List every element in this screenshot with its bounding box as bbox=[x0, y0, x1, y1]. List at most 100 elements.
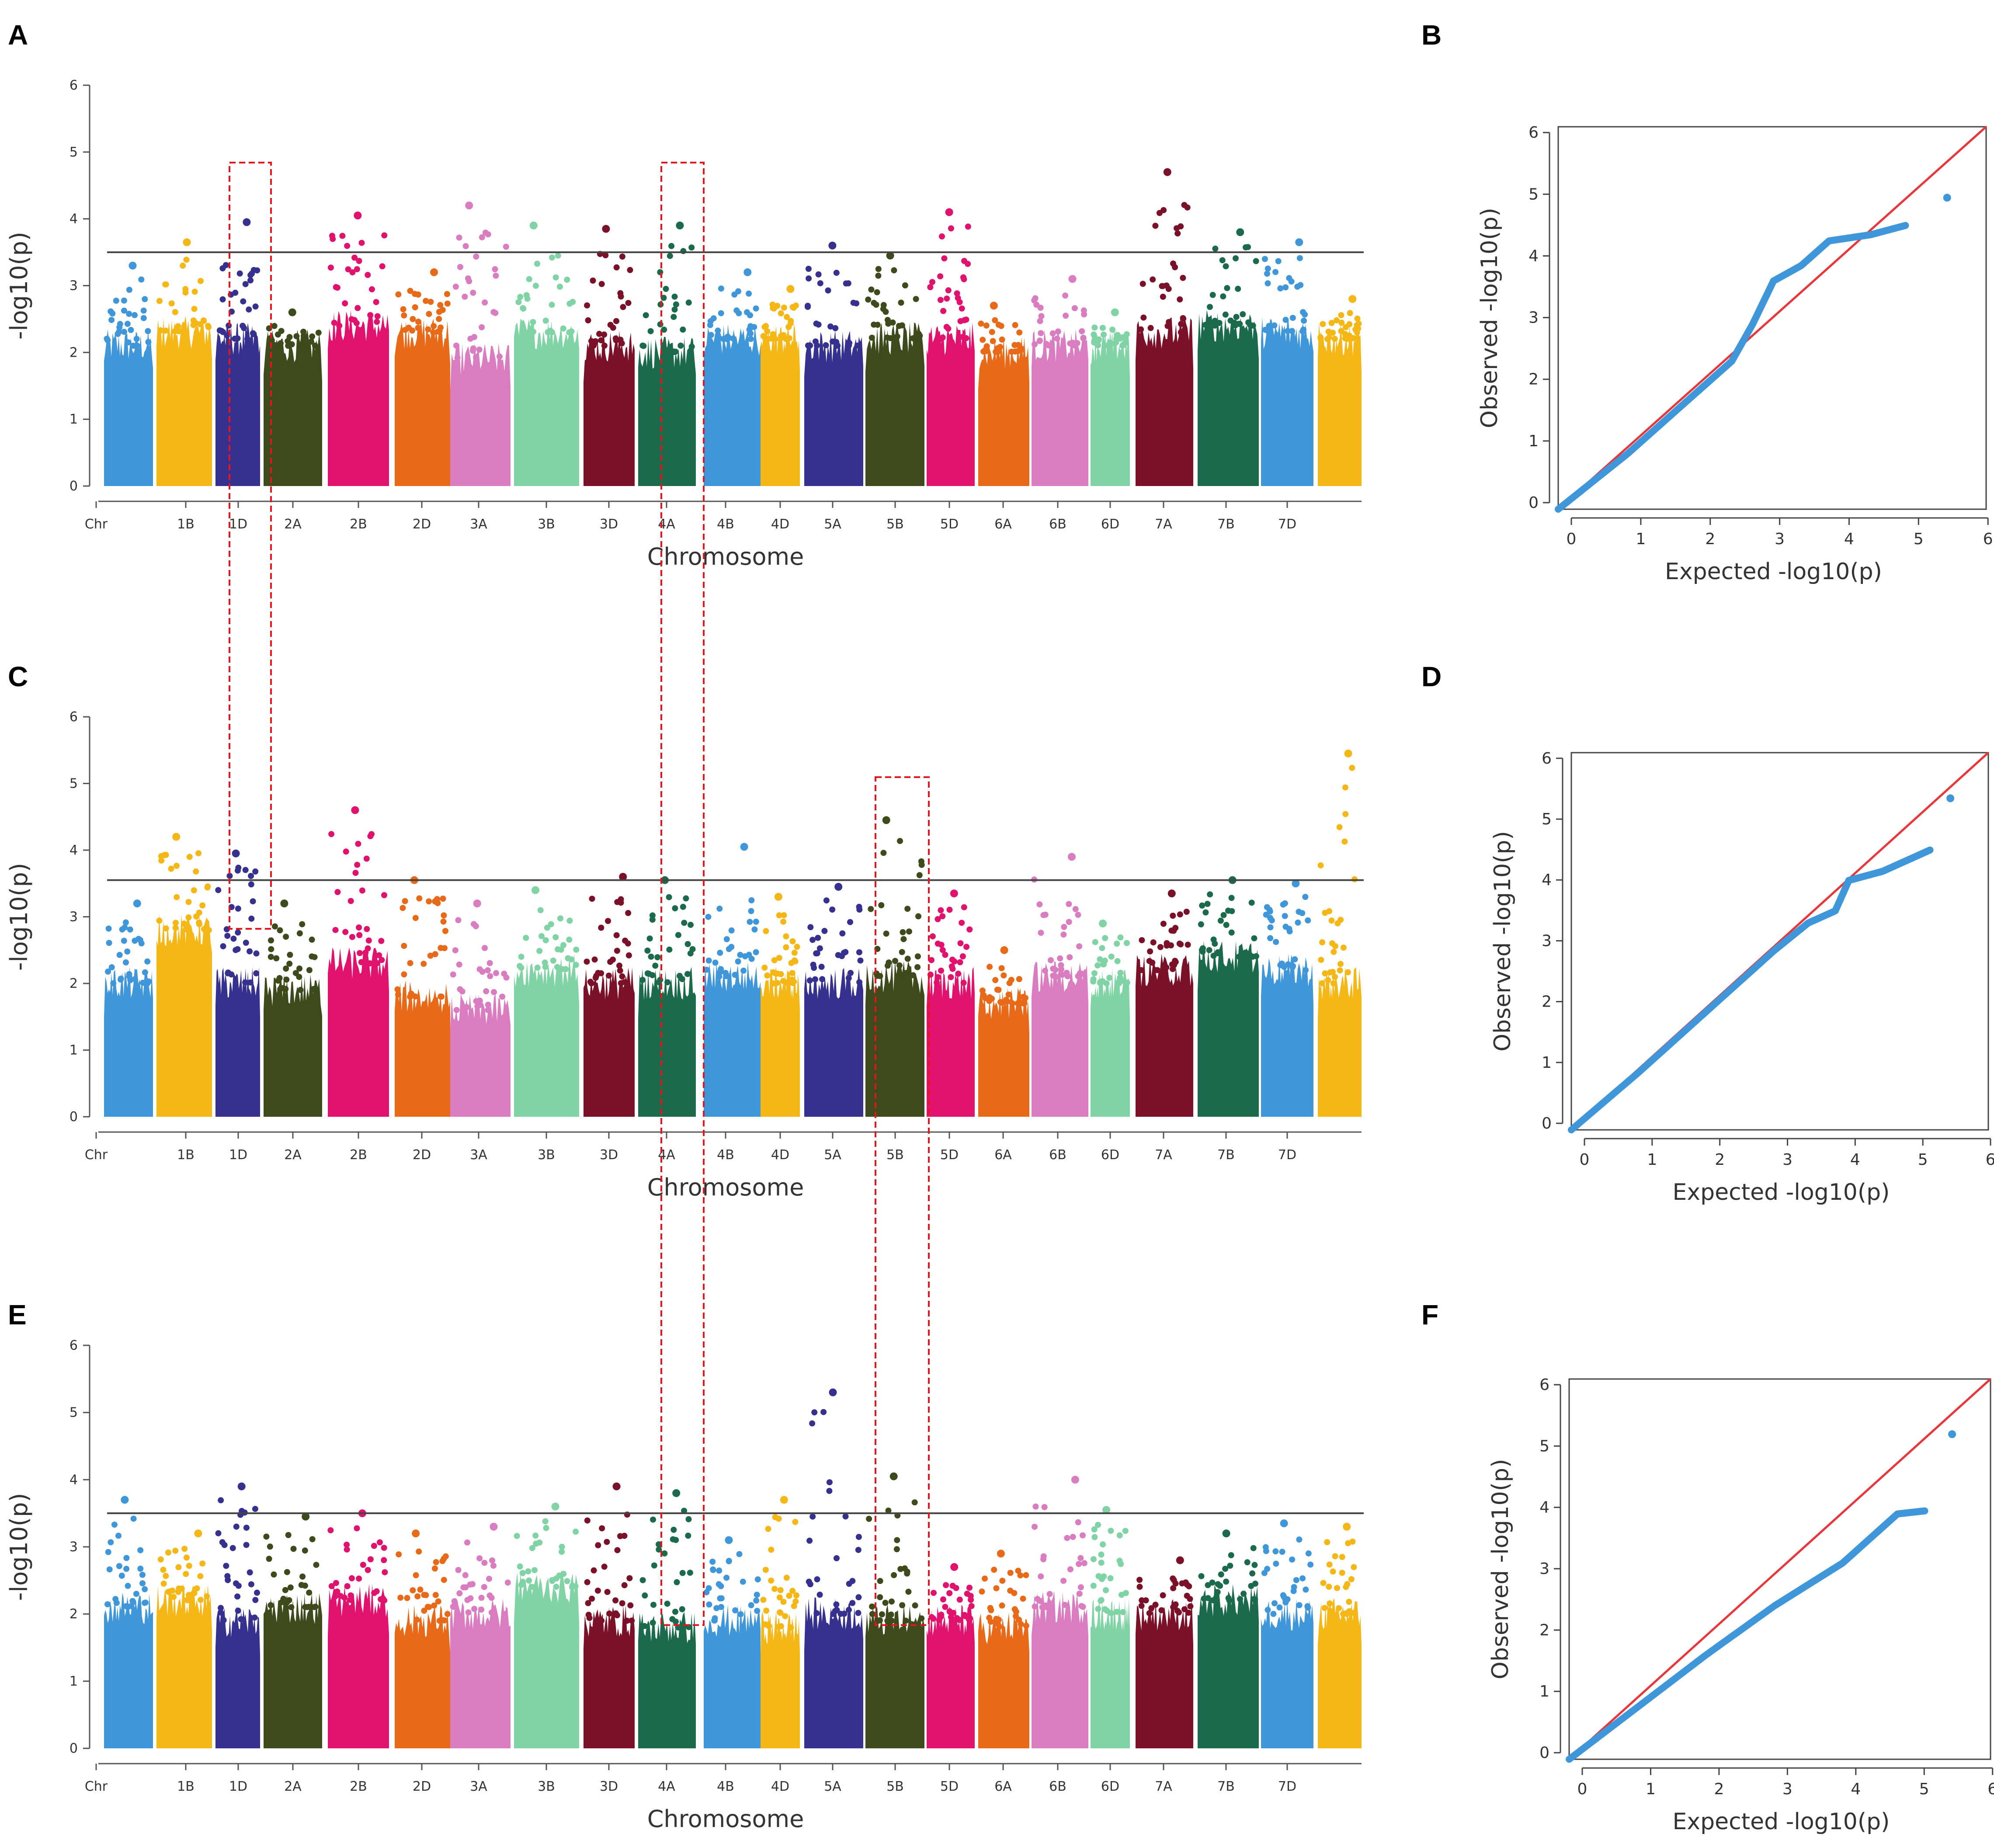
snp-point bbox=[1120, 341, 1127, 347]
snp-point bbox=[557, 283, 563, 290]
snp-point bbox=[1103, 1587, 1109, 1594]
snp-point bbox=[272, 923, 278, 930]
snp-point bbox=[558, 946, 564, 953]
snp-point bbox=[748, 908, 754, 914]
snp-point bbox=[130, 1515, 137, 1522]
snp-point bbox=[248, 1581, 254, 1587]
qq-points bbox=[1566, 1430, 1956, 1763]
snp-point bbox=[378, 938, 385, 944]
snp-point bbox=[404, 1595, 410, 1601]
snp-point bbox=[142, 1586, 148, 1592]
snp-point bbox=[723, 1574, 730, 1581]
snp-point bbox=[1099, 945, 1105, 952]
snp-point bbox=[813, 1610, 820, 1616]
snp-point bbox=[1276, 1604, 1283, 1611]
snp-point bbox=[356, 932, 363, 938]
top-snp-point bbox=[237, 1482, 246, 1490]
top-snp-point bbox=[1222, 1529, 1230, 1538]
snp-point bbox=[440, 918, 447, 925]
snp-point bbox=[1022, 995, 1028, 1001]
snp-point bbox=[499, 993, 505, 1000]
snp-point bbox=[365, 937, 372, 944]
chromosome-4D-points bbox=[760, 285, 800, 486]
snp-point bbox=[165, 1549, 171, 1556]
snp-point bbox=[1042, 968, 1049, 974]
top-snp-point bbox=[1102, 1506, 1110, 1514]
top-snp-point bbox=[129, 261, 137, 270]
snp-point bbox=[550, 957, 556, 964]
snp-point bbox=[1160, 1592, 1166, 1598]
snp-point bbox=[1337, 967, 1343, 974]
snp-point bbox=[492, 310, 499, 316]
chromosome-3B-points bbox=[514, 221, 579, 486]
snp-point bbox=[356, 1575, 362, 1582]
chromosome-6A-density bbox=[978, 336, 1029, 486]
snp-point bbox=[1091, 324, 1098, 331]
snp-point bbox=[457, 264, 463, 270]
snp-point bbox=[1228, 895, 1235, 901]
snp-point bbox=[929, 933, 936, 940]
snp-point bbox=[641, 1623, 648, 1629]
snp-point bbox=[823, 897, 830, 904]
snp-point bbox=[835, 952, 841, 959]
snp-point bbox=[160, 1581, 167, 1587]
snp-point bbox=[517, 294, 524, 300]
snp-point bbox=[670, 1536, 676, 1542]
chromosome-1A-points bbox=[104, 1496, 153, 1748]
snp-point bbox=[1264, 265, 1271, 272]
y-tick-label: 5 bbox=[69, 776, 78, 792]
snp-point bbox=[1076, 1591, 1083, 1597]
snp-point bbox=[627, 1602, 634, 1608]
snp-point bbox=[172, 1547, 179, 1554]
snp-point bbox=[938, 967, 944, 974]
snp-point bbox=[163, 327, 169, 334]
snp-point bbox=[186, 1563, 192, 1569]
snp-point bbox=[706, 1601, 712, 1608]
snp-point bbox=[663, 285, 669, 292]
snp-point bbox=[1210, 1597, 1216, 1604]
snp-point bbox=[948, 225, 954, 232]
snp-point bbox=[1070, 1534, 1076, 1540]
chromosome-label: 3B bbox=[538, 517, 555, 532]
snp-point bbox=[215, 887, 222, 893]
snp-point bbox=[948, 963, 955, 969]
qq-plot-frame bbox=[1570, 752, 1989, 1131]
chromosome-7A-points bbox=[1136, 1556, 1194, 1748]
snp-point bbox=[427, 952, 434, 959]
chromosome-6B-points bbox=[1031, 853, 1088, 1117]
snp-point bbox=[278, 328, 285, 334]
qq-point bbox=[1921, 1507, 1928, 1515]
y-tick-label: 2 bbox=[69, 345, 78, 360]
snp-point bbox=[783, 944, 789, 951]
snp-point bbox=[915, 913, 921, 920]
snp-point bbox=[266, 1556, 272, 1562]
chromosome-1D-points bbox=[215, 849, 260, 1117]
y-tick-label: 2 bbox=[1529, 371, 1539, 389]
snp-point bbox=[514, 1533, 520, 1539]
snp-point bbox=[626, 1575, 633, 1581]
snp-point bbox=[760, 333, 767, 340]
snp-point bbox=[891, 267, 897, 274]
snp-point bbox=[1000, 972, 1007, 979]
snp-point bbox=[1061, 924, 1067, 930]
snp-point bbox=[327, 264, 334, 271]
snp-point bbox=[753, 918, 759, 925]
snp-point bbox=[1279, 1549, 1285, 1555]
snp-point bbox=[832, 325, 839, 331]
snp-point bbox=[1233, 314, 1240, 320]
chromosome-2B-points bbox=[327, 1509, 389, 1748]
chromosome-5B-density bbox=[865, 960, 924, 1117]
snp-point bbox=[125, 1583, 131, 1589]
chromosome-2D-points bbox=[395, 268, 451, 486]
snp-point bbox=[680, 903, 686, 910]
chromosome-label: 5B bbox=[886, 517, 904, 532]
snp-point bbox=[897, 838, 903, 844]
top-snp-point bbox=[1295, 238, 1303, 247]
snp-point bbox=[248, 915, 255, 922]
snp-point bbox=[358, 240, 365, 246]
snp-point bbox=[1178, 329, 1184, 336]
top-snp-point bbox=[551, 1502, 559, 1511]
snp-point bbox=[989, 329, 995, 335]
snp-point bbox=[1240, 311, 1246, 317]
snp-point bbox=[946, 1590, 953, 1596]
